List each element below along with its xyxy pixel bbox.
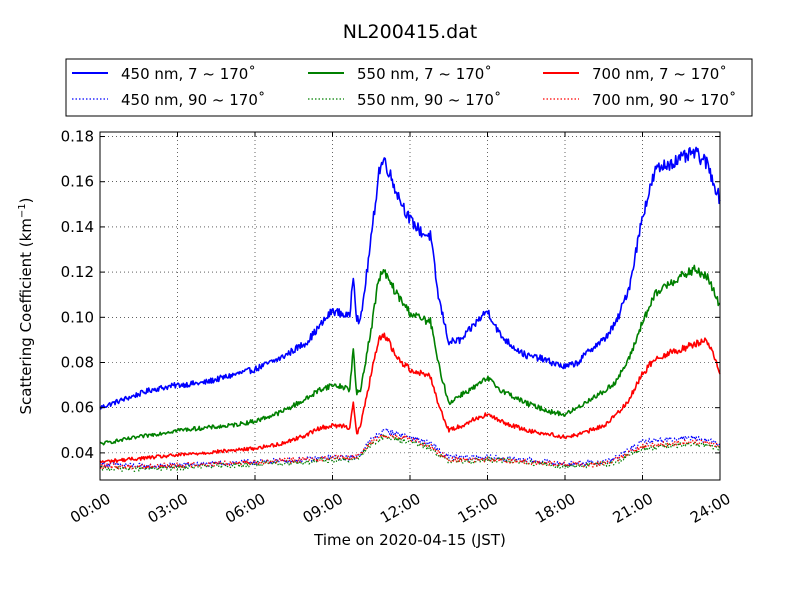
series-line (99, 264, 721, 446)
chart-title: NL200415.dat (343, 21, 478, 43)
y-tick-label: 0.08 (61, 353, 94, 371)
series-line (99, 146, 721, 410)
series-line (99, 433, 721, 470)
legend-label: 700 nm, 7 ~ 170˚ (592, 65, 727, 83)
series-line (99, 332, 721, 464)
legend: 450 nm, 7 ~ 170˚ 450 nm, 90 ~ 170˚ 550 nm,… (65, 58, 753, 117)
x-axis-label: Time on 2020-04-15 (JST) (313, 531, 506, 549)
legend-label: 450 nm, 7 ~ 170˚ (121, 65, 256, 83)
y-tick-label: 0.04 (61, 444, 94, 462)
y-tick-label: 0.16 (61, 173, 94, 191)
grid-layer (100, 132, 720, 480)
y-tick-label: 0.10 (61, 308, 94, 326)
y-axis-label: Scattering Coefficient (km−1) (17, 197, 35, 414)
legend-label: 450 nm, 90 ~ 170˚ (121, 91, 265, 109)
legend-box (65, 58, 753, 117)
y-tick-label: 0.14 (61, 218, 94, 236)
legend-label: 700 nm, 90 ~ 170˚ (592, 91, 736, 109)
y-axis-label-end: ) (17, 197, 35, 203)
y-axis-label-sup: −1 (17, 203, 28, 218)
y-axis-label-main: Scattering Coefficient (km (17, 218, 35, 414)
legend-label: 550 nm, 7 ~ 170˚ (357, 65, 492, 83)
series-layer (99, 146, 721, 472)
legend-label: 550 nm, 90 ~ 170˚ (357, 91, 501, 109)
plot-frame (99, 131, 721, 481)
y-tick-label: 0.06 (61, 399, 94, 417)
y-tick-label: 0.12 (61, 263, 94, 281)
y-tick-label: 0.18 (61, 128, 94, 146)
series-line (99, 428, 721, 470)
